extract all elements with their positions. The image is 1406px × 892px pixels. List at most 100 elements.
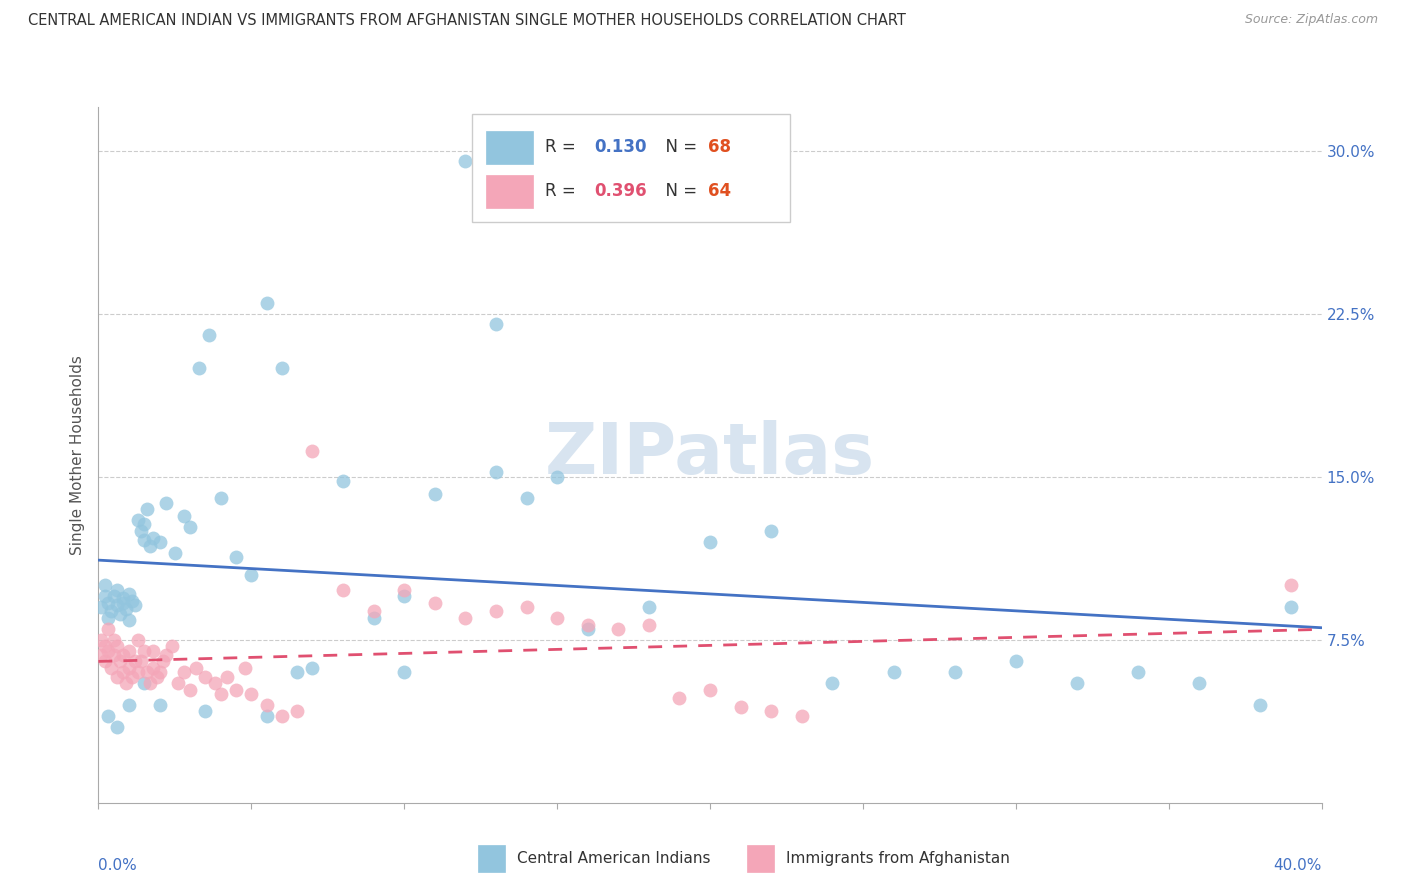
Point	[1066, 676, 1088, 690]
Point	[118, 643, 141, 657]
Text: 68: 68	[707, 138, 731, 156]
Point	[152, 655, 174, 669]
Point	[197, 328, 219, 343]
Point	[883, 665, 905, 680]
Point	[149, 698, 172, 712]
Point	[759, 705, 782, 719]
Point	[134, 676, 156, 690]
Point	[167, 676, 190, 690]
Point	[546, 469, 568, 483]
Point	[103, 589, 125, 603]
Point	[215, 670, 238, 684]
Point	[485, 605, 508, 619]
Text: R =: R =	[546, 138, 581, 156]
Point	[332, 474, 354, 488]
Point	[637, 600, 661, 615]
Point	[139, 539, 162, 553]
Point	[111, 648, 134, 662]
Point	[105, 720, 128, 734]
Point	[93, 655, 115, 669]
Text: Immigrants from Afghanistan: Immigrants from Afghanistan	[786, 851, 1010, 866]
Point	[127, 632, 149, 647]
Point	[121, 670, 143, 684]
Point	[285, 705, 308, 719]
Point	[790, 708, 813, 723]
Point	[127, 513, 149, 527]
Point	[637, 617, 661, 632]
Point	[118, 661, 141, 675]
Point	[256, 698, 278, 712]
Point	[179, 682, 201, 697]
Point	[1004, 655, 1026, 669]
Point	[118, 698, 141, 712]
Point	[485, 318, 508, 332]
Point	[332, 582, 354, 597]
Point	[115, 602, 138, 616]
Point	[121, 593, 143, 607]
FancyBboxPatch shape	[747, 846, 773, 871]
Point	[225, 550, 247, 565]
Point	[285, 665, 308, 680]
Point	[209, 687, 232, 701]
Point	[111, 591, 134, 606]
FancyBboxPatch shape	[486, 175, 533, 208]
Point	[576, 622, 599, 636]
Point	[1279, 600, 1302, 615]
Point	[124, 655, 146, 669]
Point	[115, 676, 138, 690]
Point	[759, 524, 782, 538]
Point	[209, 491, 232, 506]
Text: 0.130: 0.130	[593, 138, 647, 156]
Point	[90, 632, 112, 647]
Point	[108, 655, 131, 669]
Y-axis label: Single Mother Households: Single Mother Households	[69, 355, 84, 555]
Point	[392, 665, 416, 680]
Point	[256, 708, 278, 723]
Point	[1249, 698, 1271, 712]
Point	[108, 607, 131, 621]
Point	[485, 466, 508, 480]
Point	[103, 648, 125, 662]
Point	[607, 622, 630, 636]
Point	[1128, 665, 1150, 680]
Point	[943, 665, 966, 680]
Point	[97, 643, 120, 657]
Text: R =: R =	[546, 182, 581, 200]
Point	[240, 687, 263, 701]
Point	[93, 639, 115, 653]
Point	[118, 587, 141, 601]
Point	[124, 598, 146, 612]
Point	[111, 665, 134, 680]
Point	[194, 705, 217, 719]
FancyBboxPatch shape	[478, 846, 505, 871]
Point	[105, 639, 128, 653]
Point	[363, 605, 385, 619]
FancyBboxPatch shape	[486, 131, 533, 164]
Point	[127, 665, 149, 680]
Point	[173, 665, 195, 680]
Text: 40.0%: 40.0%	[1274, 858, 1322, 873]
Point	[97, 611, 120, 625]
Text: 0.0%: 0.0%	[98, 858, 138, 873]
Point	[100, 605, 122, 619]
Point	[179, 519, 201, 533]
Point	[668, 691, 690, 706]
Point	[423, 596, 446, 610]
Point	[155, 496, 177, 510]
Point	[142, 643, 165, 657]
Point	[730, 700, 752, 714]
Text: ZIPatlas: ZIPatlas	[546, 420, 875, 490]
Text: 64: 64	[707, 182, 731, 200]
Point	[136, 502, 159, 516]
Point	[136, 665, 159, 680]
Point	[149, 665, 172, 680]
Point	[97, 708, 120, 723]
Point	[423, 487, 446, 501]
Point	[516, 600, 538, 615]
Point	[270, 360, 292, 375]
Point	[454, 154, 477, 169]
FancyBboxPatch shape	[471, 114, 790, 222]
Point	[301, 443, 323, 458]
Point	[90, 648, 112, 662]
Point	[142, 661, 165, 675]
